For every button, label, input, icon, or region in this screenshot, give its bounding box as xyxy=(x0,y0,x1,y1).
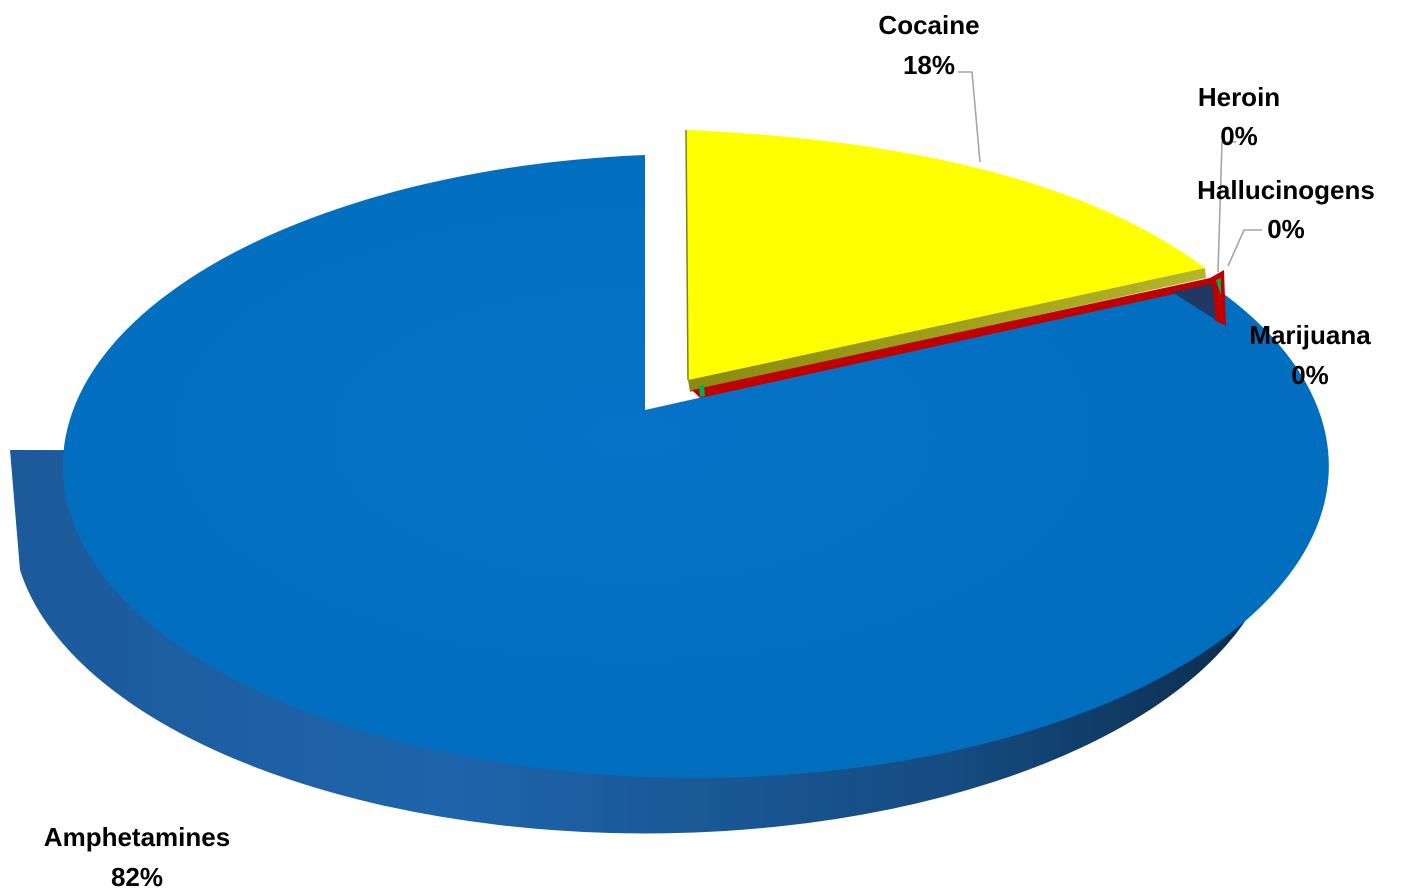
slice-marijuana xyxy=(692,270,1226,398)
slice-cocaine-top xyxy=(686,130,1205,380)
leader-cocaine xyxy=(958,71,981,163)
label-marijuana-name: Marijuana xyxy=(1249,320,1371,350)
label-amphetamines-name: Amphetamines xyxy=(44,822,230,852)
slice-cocaine xyxy=(685,129,1206,392)
slice-cocaine-edge xyxy=(685,129,689,381)
leader-hallucinogens xyxy=(1227,229,1262,267)
slice-amphetamines-top xyxy=(62,155,1329,778)
slice-heroin xyxy=(1172,284,1216,320)
leader-heroin xyxy=(1217,141,1236,273)
label-heroin-value: 0% xyxy=(1220,121,1258,151)
label-amphetamines-value: 82% xyxy=(111,862,163,892)
slice-hallucinogens xyxy=(699,278,1221,397)
label-cocaine-value: 18% xyxy=(903,50,955,80)
label-hallucinogens-name: Hallucinogens xyxy=(1197,175,1375,205)
label-marijuana-value: 0% xyxy=(1291,360,1329,390)
slice-cocaine-side xyxy=(688,268,1206,392)
label-cocaine-name: Cocaine xyxy=(878,10,979,40)
slice-amphetamines xyxy=(10,155,1329,834)
label-heroin-name: Heroin xyxy=(1198,82,1280,112)
label-hallucinogens-value: 0% xyxy=(1267,214,1305,244)
